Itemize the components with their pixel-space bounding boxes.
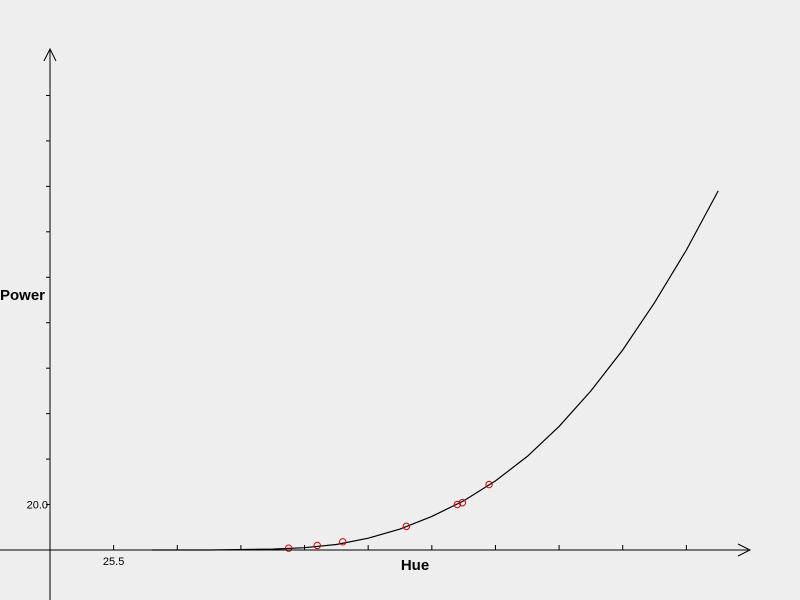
data-points xyxy=(284,480,493,552)
y-axis-arrow xyxy=(43,47,57,62)
data-point xyxy=(402,522,411,531)
x-axis-title: Hue xyxy=(401,557,429,574)
y-axis-title: Power xyxy=(0,287,45,304)
fitted-curve xyxy=(151,190,719,551)
x-axis-arrow xyxy=(737,543,752,557)
data-point xyxy=(339,538,347,546)
data-point xyxy=(284,544,293,552)
data-point xyxy=(453,500,461,509)
y-tick-label: 20.0 xyxy=(27,500,48,512)
x-tick-label: 25.5 xyxy=(103,556,124,568)
x-axis-ticks: 25.5 xyxy=(103,545,687,568)
data-point xyxy=(485,480,493,489)
data-point xyxy=(458,499,467,507)
data-point xyxy=(313,541,321,550)
y-axis-ticks: 20.0 xyxy=(27,94,50,512)
